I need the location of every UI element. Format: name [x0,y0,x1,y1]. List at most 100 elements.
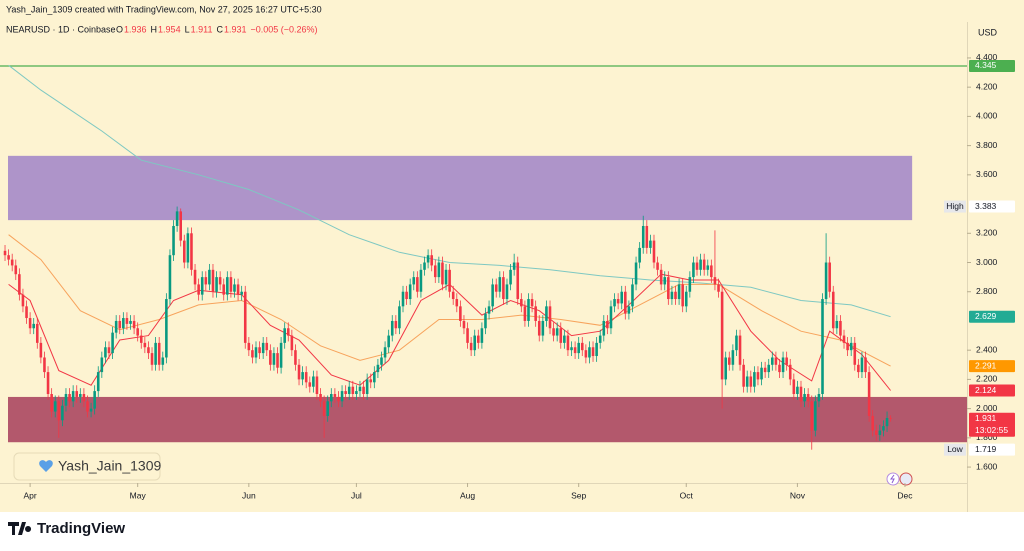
candle-body [846,342,849,351]
candle-body [595,342,598,357]
x-tick-label: Aug [460,490,475,500]
candle-body [659,269,663,285]
candle-body [684,291,688,307]
candle-body [713,277,717,285]
candle-body [516,262,520,300]
candle-body [692,262,695,278]
candle-body [251,350,254,358]
candle-body [849,342,853,351]
y-tick-label: 3.800 [976,140,998,150]
candle-body [821,299,824,395]
candle-body [200,277,204,295]
candle-body [484,313,487,329]
candle-body [462,320,466,329]
candle-body [412,277,416,285]
candle-body [337,396,340,402]
candle-body [312,376,315,387]
y-tick-label: 1.600 [976,461,998,471]
candle-body [304,372,308,383]
y-tick-label: 4.400 [976,52,998,62]
candle-body [53,401,57,412]
candle-body [573,347,577,354]
candle-body [606,320,609,329]
candle-body [197,284,200,295]
candle-body [441,262,444,285]
candle-body [839,320,842,336]
candle-body [243,291,247,343]
candle-body [509,269,512,285]
candle-body [50,394,53,412]
candle-body [778,364,781,373]
y-tick-label: 2.200 [976,374,998,384]
candle-body [466,328,469,343]
candle-body [455,299,459,307]
candle-body [681,284,684,307]
y-tick-label: 3.000 [976,257,998,267]
candle-body [233,284,236,292]
candle-body [398,306,401,329]
candle-body [448,269,451,292]
candle-body [649,240,652,248]
candle-body [857,364,860,373]
candle-body [781,357,785,373]
candle-body [738,335,742,365]
candle-body [563,335,566,343]
candle-body [860,357,864,373]
candle-body [129,320,132,324]
price-label-title-box [944,200,966,213]
candle-body [139,335,143,343]
watermark: Yash_Jain_1309 [58,458,161,474]
brand: TradingView [37,520,125,537]
x-tick-label: Oct [680,490,694,500]
candle-body [602,320,606,336]
candle-body [545,306,548,321]
candle-body [25,306,28,319]
candle-body [814,401,817,431]
candle-body [792,379,796,395]
candle-body [114,320,118,333]
candle-body [161,357,165,365]
candle-body [724,357,727,380]
candle-body [358,386,362,392]
candle-body [340,391,344,402]
candle-body [459,306,462,321]
candle-body [226,277,229,295]
x-tick-label: Jul [351,490,362,500]
candle-body [624,291,627,314]
x-tick-label: Sep [571,490,586,500]
candle-body [502,277,505,300]
candle-body [853,342,857,365]
candle-body [494,284,498,292]
candle-body [290,335,294,351]
y-tick-label: 3.600 [976,169,998,179]
candle-body [247,342,251,351]
price-label-box [969,384,1015,397]
candle-body [835,320,839,329]
candle-body [584,350,588,358]
price-label-box [969,360,1015,373]
candle-body [760,367,763,380]
candle-body [598,335,602,343]
candle-body [150,353,154,365]
candle-body [537,320,541,336]
candle-body [218,277,222,285]
price-label: 2.291 [975,360,997,370]
price-label-box [969,59,1015,72]
candle-body [21,294,25,307]
candle-body [831,291,835,329]
candle-body [416,277,419,292]
candle-body [828,262,831,292]
candle-body [86,401,89,412]
candle-body [706,265,710,270]
candle-body [426,255,430,263]
y-tick-label: 2.800 [976,286,998,296]
candle-body [717,284,720,292]
candle-body [204,277,208,285]
price-label: 4.345 [975,60,997,70]
candle-body [505,284,509,300]
candle-body [749,376,753,387]
price-label-box [969,200,1015,213]
candle-body [555,328,559,336]
heart-icon [39,460,53,472]
